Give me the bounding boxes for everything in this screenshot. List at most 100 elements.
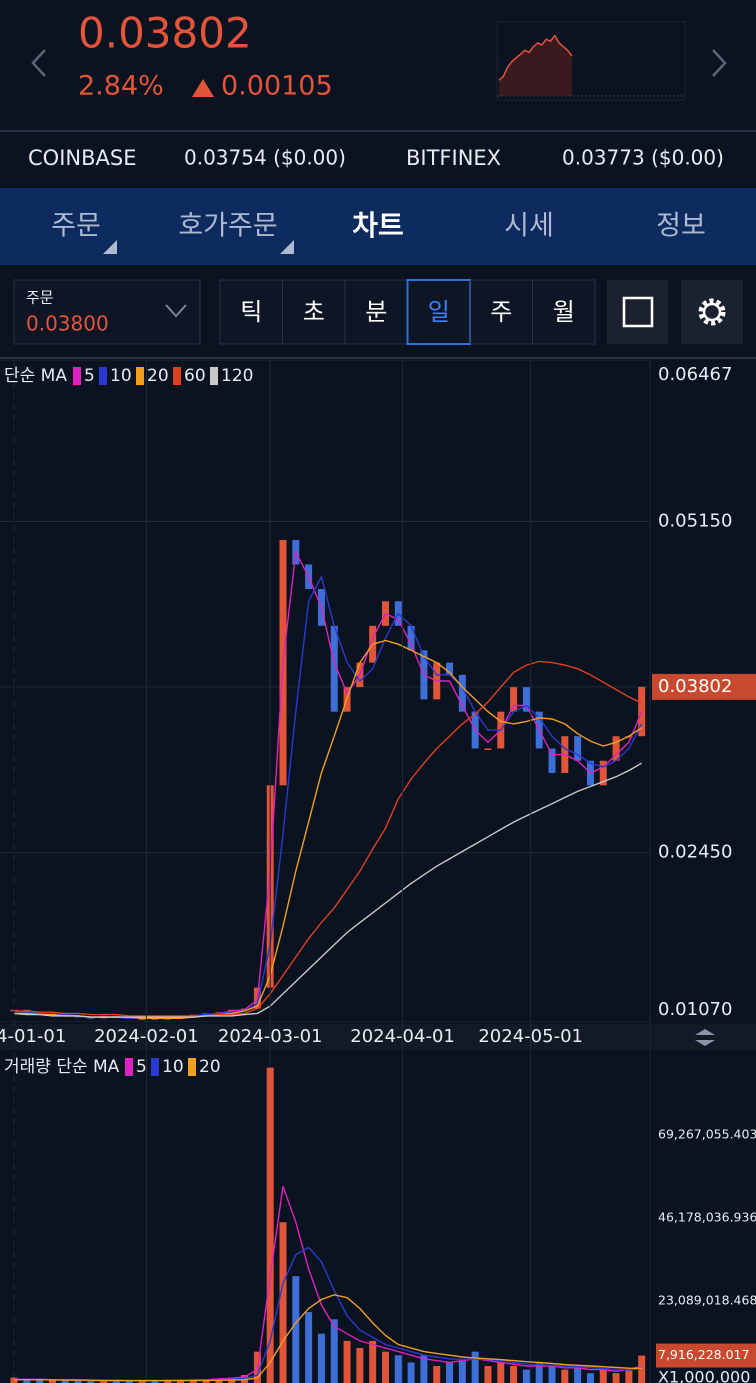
tab-active[interactable]: 차트 (352, 209, 404, 242)
x-tick-label: 2024-01-01 (0, 1026, 66, 1047)
y-tick-label: 0.01070 (658, 999, 732, 1020)
volume-bar (574, 1366, 582, 1383)
sparkline-area (499, 35, 572, 96)
candle (638, 686, 646, 737)
y-tick-label: 69,267,055.403 (658, 1127, 756, 1142)
volume-bar (343, 1340, 351, 1383)
x-tick-label: 2024-04-01 (350, 1026, 455, 1047)
volume-bar (292, 1276, 300, 1383)
volume-bar (74, 1380, 82, 1383)
candle (458, 674, 466, 712)
legend-swatch (73, 367, 81, 385)
settings-button[interactable] (681, 280, 743, 344)
volume-bar (420, 1355, 428, 1383)
candle (138, 1018, 146, 1020)
candle (407, 625, 415, 651)
prev-button[interactable] (31, 49, 46, 77)
volume-bar (23, 1379, 31, 1383)
resize-up[interactable] (695, 1029, 715, 1035)
volume-tag (656, 1343, 756, 1368)
volume-bar (561, 1369, 569, 1383)
volume-bar (612, 1373, 620, 1383)
ma-line (14, 1294, 642, 1382)
volume-bar (458, 1358, 466, 1383)
ma-line (14, 660, 643, 1017)
legend-label: 120 (221, 366, 253, 386)
exchange-name: COINBASE (28, 146, 136, 170)
period-button[interactable]: 틱 (240, 298, 262, 326)
volume-bar (599, 1369, 607, 1383)
volume-bar (202, 1379, 210, 1383)
next-button[interactable] (712, 49, 727, 77)
legend-swatch (173, 367, 181, 385)
volume-bar (407, 1362, 415, 1383)
exchange-quote: 0.03773 ($0.00) (562, 146, 724, 170)
candle (599, 760, 607, 786)
legend-swatch (99, 367, 107, 385)
tab-indicator (280, 240, 294, 254)
volume-unit: X1,000,000 (658, 1368, 750, 1383)
price: 0.03802 (78, 9, 252, 58)
volume-bar (151, 1380, 159, 1383)
dropdown-arrow (165, 304, 187, 318)
order-box[interactable] (13, 279, 201, 345)
volume-bar (112, 1380, 120, 1383)
legend-title: 단순 MA (4, 366, 67, 386)
tab[interactable]: 시세 (504, 211, 554, 242)
volume-bar (305, 1312, 313, 1383)
volume-bar (548, 1366, 556, 1383)
tab[interactable]: 정보 (656, 211, 706, 242)
sparkline (498, 34, 573, 81)
volume-bar (330, 1319, 338, 1383)
y-tick-label: 46,178,036.936 (658, 1210, 756, 1225)
volume-bar (381, 1351, 389, 1383)
candle (612, 736, 620, 761)
candle (484, 748, 492, 750)
legend-label: 60 (184, 366, 206, 386)
legend-label: 20 (147, 366, 169, 386)
tab[interactable]: 호가주문 (178, 211, 277, 242)
volume-bar (100, 1380, 108, 1383)
volume-bar (638, 1355, 646, 1383)
volume-bar (61, 1380, 69, 1383)
box-button[interactable] (607, 280, 668, 344)
legend-swatch (188, 1058, 196, 1076)
x-axis-strip (0, 1024, 756, 1050)
y-tick-label: 0.05150 (658, 511, 732, 532)
legend-swatch (125, 1058, 133, 1076)
legend-label: 5 (136, 1057, 147, 1077)
volume-bar (522, 1369, 530, 1383)
period-button[interactable]: 주 (490, 298, 512, 326)
legend-swatch (151, 1058, 159, 1076)
volume-bar (266, 1067, 274, 1383)
change-pct: 2.84% (78, 71, 164, 102)
exchange-quote: 0.03754 ($0.00) (184, 146, 346, 170)
candle (522, 687, 530, 712)
period-button[interactable]: 분 (365, 298, 387, 326)
x-tick-label: 2024-02-01 (94, 1026, 199, 1047)
volume-bar (138, 1380, 146, 1383)
candle (446, 662, 454, 675)
candle (151, 1018, 159, 1020)
x-tick-label: 2024-05-01 (478, 1026, 583, 1047)
volume-bar (279, 1222, 287, 1383)
period-button[interactable]: 일 (428, 298, 450, 326)
change-abs: 0.00105 (221, 71, 333, 102)
gear-teeth (698, 298, 726, 326)
order-value: 0.03800 (26, 312, 109, 336)
legend-label: 20 (199, 1057, 221, 1077)
volume-bar (497, 1362, 505, 1383)
candle (548, 748, 556, 773)
volume-bar (446, 1362, 454, 1383)
price-tag (652, 673, 756, 700)
volume-bar (36, 1378, 44, 1383)
order-label: 주문 (26, 289, 54, 307)
period-button[interactable]: 초 (303, 298, 325, 326)
period-button[interactable]: 월 (553, 298, 575, 326)
x-tick-label: 2024-03-01 (218, 1026, 323, 1047)
y-tick-label: 23,089,018.468 (658, 1293, 756, 1308)
volume-bar (625, 1369, 633, 1383)
tab[interactable]: 주문 (51, 211, 101, 242)
resize-down[interactable] (695, 1040, 715, 1046)
